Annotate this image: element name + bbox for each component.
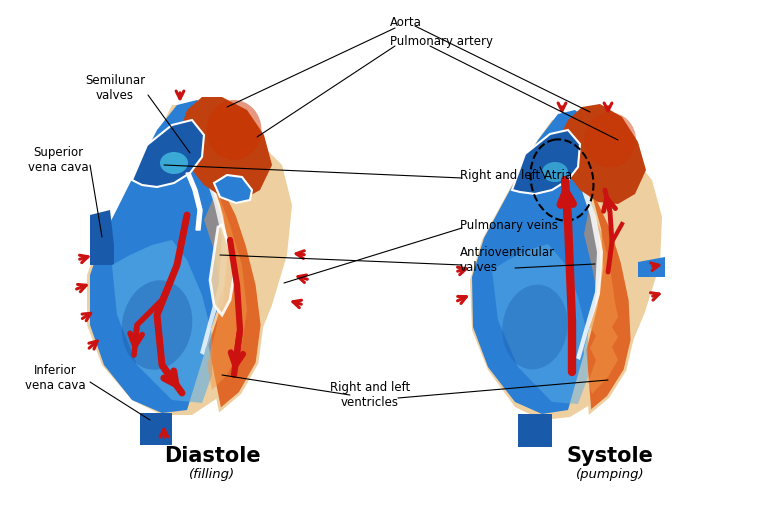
Polygon shape [132, 120, 204, 187]
Polygon shape [90, 210, 114, 265]
Polygon shape [570, 157, 603, 360]
Polygon shape [214, 175, 252, 203]
Polygon shape [210, 225, 234, 315]
Ellipse shape [160, 152, 188, 174]
Polygon shape [194, 145, 228, 355]
Polygon shape [140, 413, 172, 445]
Polygon shape [562, 104, 646, 204]
Text: Diastole: Diastole [164, 446, 260, 466]
Ellipse shape [121, 280, 192, 370]
Text: (pumping): (pumping) [576, 468, 644, 481]
Ellipse shape [207, 100, 261, 160]
Polygon shape [112, 240, 212, 403]
Polygon shape [512, 130, 580, 194]
Polygon shape [470, 120, 662, 420]
Polygon shape [90, 100, 227, 413]
Text: Systole: Systole [567, 446, 654, 466]
Text: Pulmonary artery: Pulmonary artery [390, 35, 493, 49]
Text: (filling): (filling) [189, 468, 235, 481]
Polygon shape [87, 105, 292, 415]
Polygon shape [204, 190, 247, 390]
Text: Semilunar
valves: Semilunar valves [85, 74, 145, 102]
Text: Pulmonary veins: Pulmonary veins [460, 219, 558, 231]
Text: Inferior
vena cava: Inferior vena cava [25, 364, 85, 392]
Text: Antrioventicular
valves: Antrioventicular valves [460, 246, 555, 274]
Polygon shape [186, 173, 202, 230]
Text: Right and left
ventricles: Right and left ventricles [330, 381, 410, 409]
Text: Aorta: Aorta [390, 15, 422, 29]
Polygon shape [197, 160, 262, 410]
Text: Superior
vena cava: Superior vena cava [28, 146, 88, 174]
Polygon shape [182, 97, 272, 200]
Polygon shape [584, 204, 618, 394]
Polygon shape [472, 110, 602, 414]
Polygon shape [518, 414, 552, 447]
Text: Right and left Atria: Right and left Atria [460, 168, 572, 181]
Ellipse shape [542, 162, 568, 182]
Polygon shape [638, 257, 665, 277]
Polygon shape [578, 172, 632, 412]
Ellipse shape [584, 113, 636, 167]
Ellipse shape [502, 285, 568, 369]
Polygon shape [492, 244, 588, 404]
